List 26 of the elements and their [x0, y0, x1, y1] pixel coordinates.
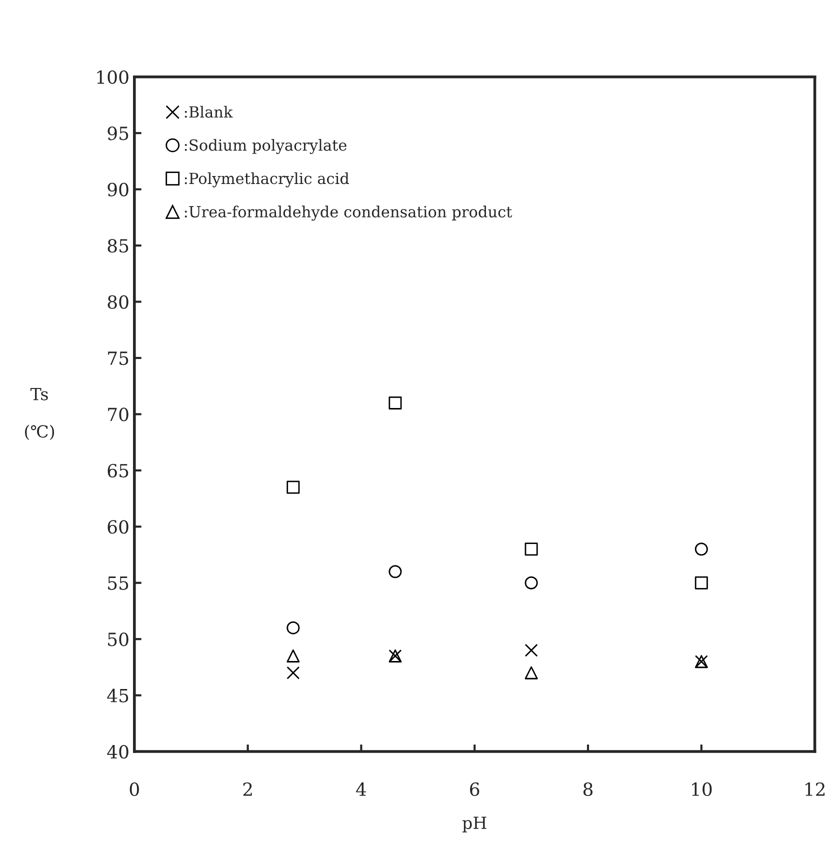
y-tick-label: 100 — [97, 70, 128, 84]
y-tick-label: 80 — [108, 295, 128, 309]
x-tick-label: 6 — [470, 782, 480, 796]
y-tick-label: 45 — [107, 688, 128, 702]
y-tick-label: 75 — [108, 352, 128, 366]
legend-label: :Blank — [184, 106, 233, 118]
y-tick-label: 60 — [108, 520, 128, 534]
y-tick-label: 95 — [108, 126, 128, 140]
y-tick-label: 55 — [108, 576, 128, 590]
y-tick-label: 40 — [107, 744, 128, 759]
legend-label: :Sodium polyacrylate — [184, 139, 346, 154]
y-tick-label: 90 — [108, 182, 128, 196]
x-axis-title: pH — [462, 816, 486, 832]
legend-label: :Urea-formaldehyde condensation product — [184, 206, 512, 221]
y-tick-label: 50 — [108, 632, 128, 646]
legend-label: :Polymethacrylic acid — [184, 172, 349, 188]
x-tick-label: 8 — [583, 782, 593, 796]
x-tick-label: 4 — [356, 782, 366, 796]
y-tick-label: 70 — [108, 408, 128, 422]
x-tick-label: 0 — [130, 782, 139, 796]
x-tick-label: 2 — [243, 782, 252, 796]
text: Ts (℃) — [25, 388, 54, 440]
y-tick-label: 65 — [108, 464, 128, 478]
y-tick-label: 85 — [108, 238, 128, 253]
x-tick-label: 12 — [806, 782, 825, 796]
x-tick-label: 10 — [692, 782, 712, 796]
